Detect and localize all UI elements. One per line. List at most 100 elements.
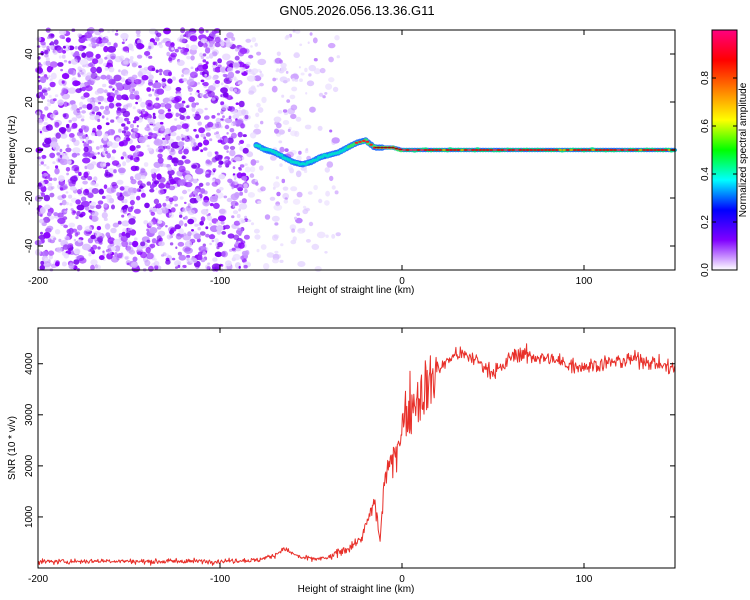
noise-dot [107,168,115,174]
noise-dot [245,38,252,43]
noise-dot [165,196,170,199]
noise-dot [148,93,153,97]
noise-dot [269,196,276,201]
noise-dot [202,81,209,87]
noise-dot [218,164,222,168]
noise-dot [73,238,77,242]
x-tick-label: -200 [28,276,48,287]
noise-dot [287,128,291,133]
noise-dot [43,92,48,96]
noise-dot [184,240,193,248]
noise-dot [190,55,195,61]
noise-dot [101,115,105,119]
noise-dot [232,166,236,170]
noise-dot [240,255,245,260]
noise-dot [289,224,297,231]
noise-dot [277,110,283,114]
noise-dot [308,73,312,77]
noise-dot [45,125,50,129]
noise-dot [184,201,187,205]
noise-dot [158,113,166,120]
noise-dot [121,41,125,45]
track-peak [354,141,359,144]
noise-dot [53,109,59,116]
noise-dot [200,38,207,44]
noise-dot [295,217,303,224]
noise-dot [84,206,90,211]
noise-dot [295,116,302,122]
noise-dot [171,47,175,51]
noise-dot [178,165,186,173]
noise-dot [205,173,211,178]
noise-dot [250,85,256,90]
noise-dot [241,67,246,71]
noise-dot [87,79,92,86]
noise-dot [198,245,207,252]
noise-dot [169,242,174,246]
noise-dot [146,87,152,92]
noise-dot [47,211,52,217]
noise-dot [175,246,178,249]
noise-dot [255,112,260,118]
noise-dot [47,182,53,187]
noise-dot [41,154,47,159]
noise-dot [178,220,184,227]
noise-dot [242,134,247,138]
noise-dot [250,159,257,166]
noise-dot [156,235,162,241]
noise-dot [232,253,241,261]
noise-dot [212,257,218,262]
noise-dot [68,60,72,64]
noise-dot [205,226,209,230]
noise-dot [222,53,231,61]
noise-dot [311,243,320,250]
noise-dot [85,51,94,58]
noise-dot [257,107,264,113]
noise-dot [128,218,136,225]
noise-dot [169,148,176,156]
noise-dot [40,76,47,84]
noise-dot [68,68,74,75]
noise-dot [108,102,115,109]
noise-dot [243,234,250,240]
noise-dot [43,164,47,167]
noise-dot [203,43,208,48]
noise-dot [166,204,172,209]
noise-dot [296,155,302,161]
spectrogram-y-label: Frequency (Hz) [7,116,18,185]
noise-dot [123,191,127,195]
noise-dot [44,106,49,111]
noise-dot [97,96,104,101]
noise-dot [212,66,218,73]
noise-dot [290,186,298,192]
noise-dot [192,178,198,184]
noise-dot [81,243,92,251]
noise-dot [291,78,295,82]
noise-dot [66,126,72,133]
noise-dot [125,232,131,239]
noise-dot [141,108,145,113]
noise-dot [171,257,176,261]
noise-dot [249,166,256,173]
noise-dot [294,130,300,137]
noise-dot [80,71,84,75]
noise-dot [207,262,211,265]
noise-dot [174,260,182,267]
noise-dot [223,145,230,150]
noise-dot [110,227,117,234]
noise-dot [172,233,175,236]
noise-dot [169,178,175,185]
noise-dot [207,151,213,158]
noise-dot [140,168,146,174]
noise-dot [173,167,176,171]
noise-dot [335,232,341,237]
colorbar-scale [712,30,737,270]
noise-dot [260,120,264,125]
noise-dot [37,84,43,90]
noise-dot [205,182,210,186]
noise-dot [103,144,107,148]
noise-dot [46,65,53,73]
noise-dot [140,101,146,108]
noise-dot [42,261,52,268]
noise-dot [229,86,235,92]
